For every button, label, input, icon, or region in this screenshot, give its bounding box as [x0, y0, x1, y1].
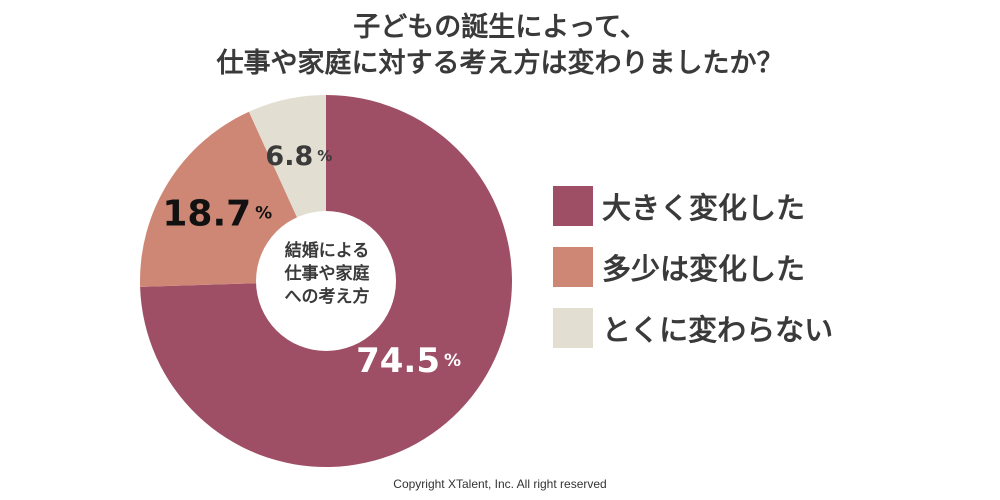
donut-hole [256, 211, 396, 351]
value-label-some-change: 18.7% [162, 193, 272, 234]
center-label-line-1: 結婚による [284, 241, 370, 261]
legend-swatch [553, 186, 593, 226]
legend-label: 大きく変化した [602, 191, 806, 225]
legend-item-major-change: 大きく変化した [553, 186, 833, 226]
chart-legend: 大きく変化した 多少は変化した とくに変わらない [553, 186, 833, 369]
legend-label: 多少は変化した [602, 252, 806, 286]
copyright-notice: Copyright XTalent, Inc. All right reserv… [393, 477, 607, 491]
chart-title-line-2: 仕事や家庭に対する考え方は変わりましたか？ [216, 48, 784, 79]
chart-title-line-1: 子どもの誕生によって、 [353, 12, 647, 43]
legend-swatch [553, 308, 593, 348]
legend-label: とくに変わらない [602, 313, 834, 347]
value-label-no-change: 6.8% [265, 140, 332, 171]
legend-item-some-change: 多少は変化した [553, 247, 833, 287]
chart-title: 子どもの誕生によって、 仕事や家庭に対する考え方は変わりましたか？ [0, 10, 1000, 82]
legend-item-no-change: とくに変わらない [553, 308, 833, 348]
donut-center-label: 結婚による 仕事や家庭 への考え方 [257, 240, 397, 309]
center-label-line-2: 仕事や家庭 [284, 264, 370, 284]
donut-value-labels: 74.5 % 18.7 % 6.8% [162, 140, 461, 381]
legend-swatch [553, 247, 593, 287]
value-label-major-change: 74.5% [356, 341, 461, 381]
center-label-line-3: への考え方 [284, 287, 370, 307]
